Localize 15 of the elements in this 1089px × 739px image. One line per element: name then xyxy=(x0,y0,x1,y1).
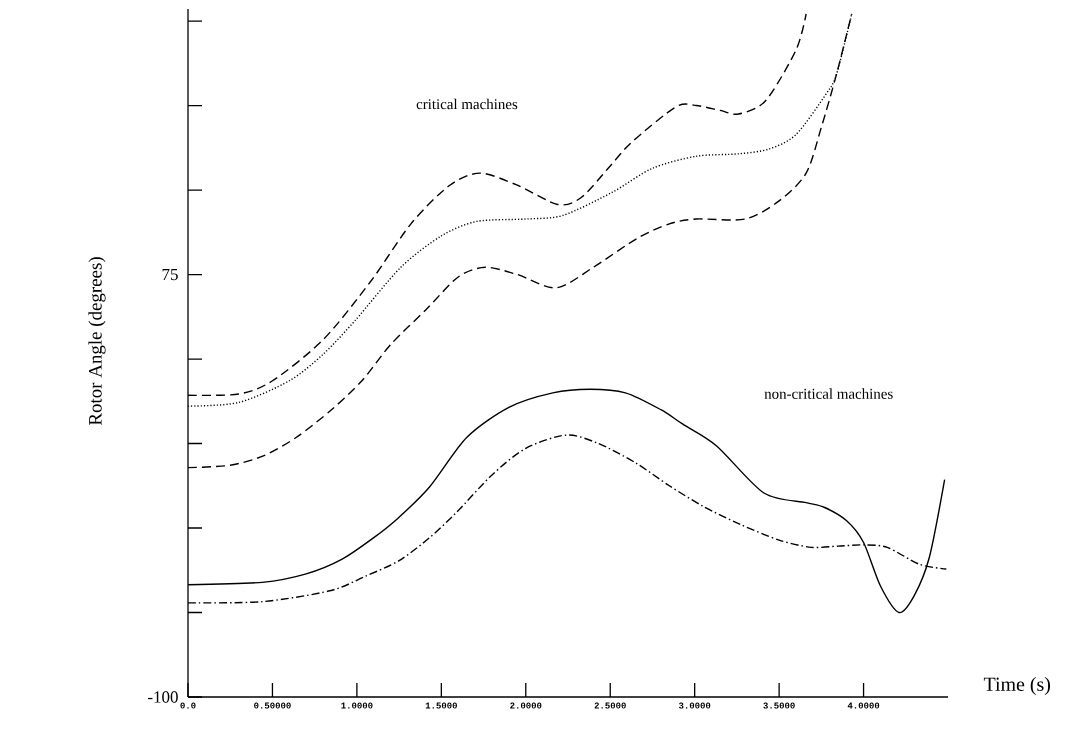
x-tick-label: 1.0000 xyxy=(341,702,373,709)
x-tick-label: 0.0 xyxy=(180,702,196,709)
x-tick-label: 3.5000 xyxy=(763,702,795,709)
y-tick-label: 75 xyxy=(162,268,178,281)
x-tick-label: 4.0000 xyxy=(847,702,880,709)
annotation: critical machines xyxy=(416,98,518,110)
x-tick-label: 1.5000 xyxy=(425,702,457,709)
annotation: non-critical machines xyxy=(764,388,893,399)
x-tick-label: 2.0000 xyxy=(510,702,542,709)
y-axis-title: Rotor Angle (degrees) xyxy=(88,257,106,426)
x-tick-label: 0.50000 xyxy=(254,702,291,709)
x-tick-label: 2.5000 xyxy=(594,702,626,709)
x-axis-title: Time (s) xyxy=(983,676,1051,696)
y-tick-label: -100 xyxy=(148,691,178,703)
x-tick-label: 3.0000 xyxy=(678,702,711,709)
